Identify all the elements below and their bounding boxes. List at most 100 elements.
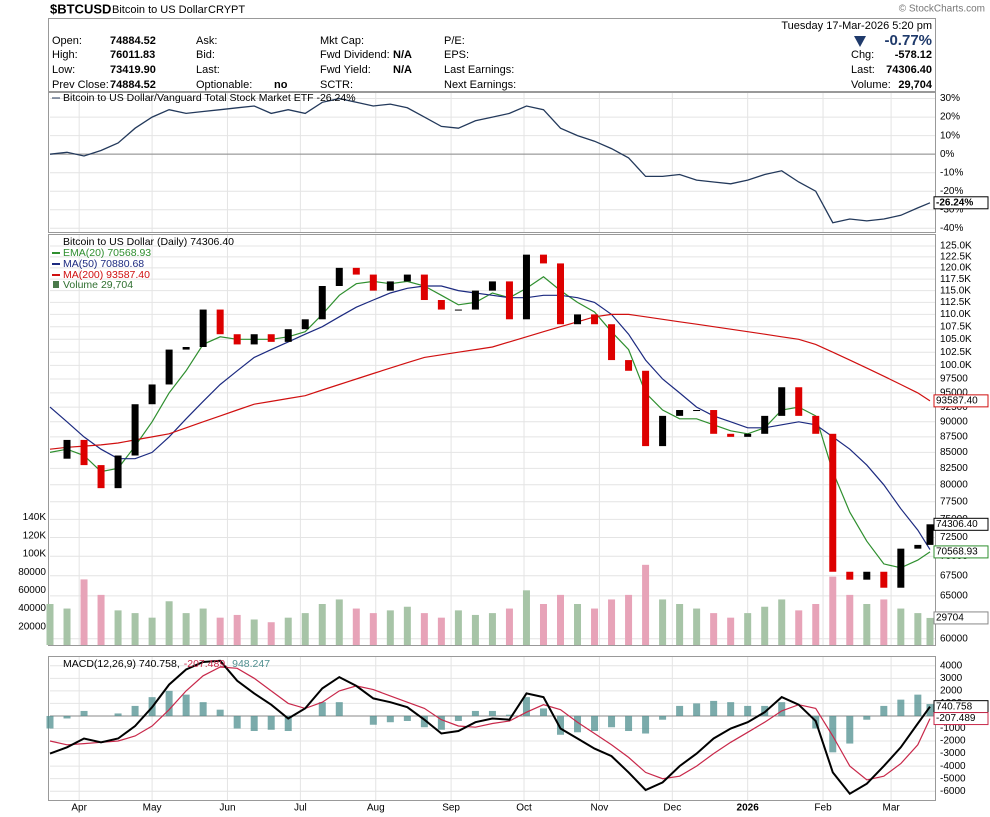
- volume-bar: [386, 610, 394, 645]
- legend-entry: MA(50) 70880.68: [63, 258, 144, 270]
- histogram-bar: [926, 704, 934, 716]
- volume-bar: [267, 622, 275, 645]
- candle: [454, 309, 462, 311]
- histogram-bar: [574, 715, 582, 733]
- candle: [608, 324, 616, 361]
- histogram-bar: [182, 694, 190, 716]
- y-tick-label: 107.5K: [940, 321, 972, 332]
- candle: [216, 309, 224, 335]
- volume-bar: [335, 599, 343, 645]
- y-tick-label: 82500: [940, 463, 968, 474]
- x-tick-label: Jun: [219, 803, 235, 814]
- volume-bar: [539, 604, 547, 645]
- field-label: SCTR:: [320, 79, 353, 91]
- candle: [693, 410, 701, 412]
- candle: [829, 433, 837, 572]
- volume-bar: [46, 604, 54, 645]
- x-tick-label: Oct: [516, 803, 532, 814]
- header-box: [48, 18, 936, 92]
- panel-title: Bitcoin to US Dollar (Daily) 74306.40: [63, 236, 234, 248]
- field-value: 74306.40: [886, 64, 932, 76]
- field-label: Mkt Cap:: [320, 35, 364, 47]
- volume-bar: [795, 610, 803, 645]
- candle: [267, 334, 275, 342]
- y-tick-label: 100.0K: [940, 360, 972, 371]
- candle: [539, 254, 547, 264]
- candle: [710, 410, 718, 434]
- candle: [727, 433, 735, 437]
- volume-bar: [642, 564, 650, 645]
- legend-entry: Volume 29,704: [63, 279, 133, 291]
- histogram-bar: [556, 715, 564, 735]
- y-tick-label: 80000: [18, 567, 46, 578]
- histogram-bar: [284, 715, 292, 732]
- y-tick-label: 77500: [940, 496, 968, 507]
- histogram-bar: [693, 703, 701, 716]
- candle: [471, 290, 479, 310]
- volume-bar: [693, 608, 701, 645]
- instrument-name: Bitcoin to US Dollar: [112, 4, 208, 16]
- volume-bar: [437, 617, 445, 645]
- volume-bar: [488, 613, 496, 645]
- candle: [659, 415, 667, 447]
- y-tick-label: -30%: [940, 204, 963, 215]
- value-tag: [933, 394, 989, 408]
- y-tick-label: 122.5K: [940, 251, 972, 262]
- x-tick-label: Nov: [590, 803, 608, 814]
- x-tick-label: Apr: [71, 803, 87, 814]
- y-tick-label: 97500: [940, 374, 968, 385]
- brand: © StockCharts.com: [899, 4, 985, 15]
- histogram-bar: [642, 715, 650, 734]
- histogram-bar: [46, 715, 54, 729]
- volume-bar: [233, 614, 241, 645]
- panel-frame: [48, 234, 936, 646]
- volume-bar: [454, 610, 462, 645]
- y-tick-label: -40%: [940, 223, 963, 234]
- field-value: no: [274, 79, 288, 91]
- candle: [914, 544, 922, 549]
- histogram-bar: [80, 710, 88, 716]
- histogram-bar: [897, 699, 905, 716]
- down-arrow: [854, 36, 866, 47]
- volume-bar: [471, 614, 479, 645]
- field-label: EPS:: [444, 49, 469, 61]
- moving-average-line: [49, 313, 931, 450]
- candle: [250, 334, 258, 345]
- y-tick-label: -4000: [940, 761, 966, 772]
- value-tag: [933, 545, 989, 559]
- volume-bar: [80, 579, 88, 645]
- volume-bar: [522, 590, 530, 645]
- volume-bar: [420, 613, 428, 645]
- histogram-bar: [608, 715, 616, 728]
- datetime: Tuesday 17-Mar-2026 5:20 pm: [781, 20, 932, 32]
- histogram-bar: [488, 710, 496, 716]
- histogram-bar: [471, 710, 479, 716]
- candle: [574, 314, 582, 325]
- field-label: Ask:: [196, 35, 217, 47]
- histogram-bar: [505, 714, 513, 716]
- histogram-bar: [454, 715, 462, 721]
- y-tick-label: 4000: [940, 660, 963, 671]
- histogram-bar: [250, 715, 258, 732]
- histogram-bar: [267, 715, 275, 730]
- y-tick-label: 20%: [940, 112, 960, 123]
- histogram-bar: [539, 708, 547, 716]
- macd-line: [49, 659, 931, 796]
- volume-bar: [182, 613, 190, 645]
- candle: [148, 384, 156, 405]
- field-label: Last:: [196, 64, 220, 76]
- histogram-bar: [846, 715, 854, 744]
- candle: [284, 329, 292, 342]
- candle: [97, 465, 105, 489]
- field-value: N/A: [393, 64, 412, 76]
- histogram-bar: [233, 715, 241, 729]
- histogram-bar: [744, 705, 752, 716]
- candle: [233, 334, 241, 345]
- candle: [761, 415, 769, 434]
- x-tick-label: Dec: [663, 803, 681, 814]
- volume-bar: [926, 617, 934, 645]
- signal-line: [49, 666, 931, 781]
- symbol: $BTCUSD: [50, 1, 111, 16]
- volume-bar: [352, 608, 360, 645]
- volume-bar: [131, 613, 139, 645]
